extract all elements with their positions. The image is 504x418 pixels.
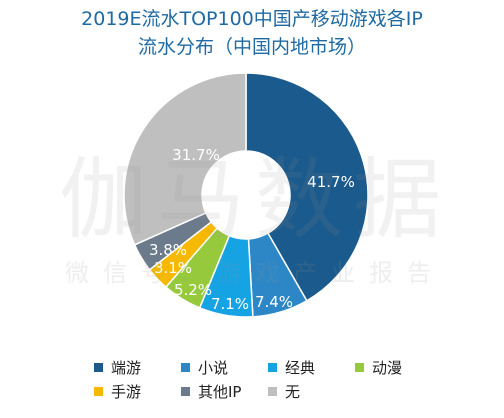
watermark-sub: 微信号：游戏产业报告: [65, 259, 445, 287]
legend-swatch: [268, 386, 277, 396]
legend-swatch: [94, 386, 103, 396]
legend-item-其他IP: 其他IP: [181, 380, 241, 402]
slice-label-动漫: 5.2%: [174, 281, 212, 299]
legend-swatch: [268, 362, 277, 372]
legend-label: 手游: [111, 382, 142, 401]
legend-item-无: 无: [268, 380, 300, 402]
slice-label-端游: 41.7%: [307, 173, 355, 191]
legend-label: 经典: [285, 358, 316, 377]
slice-label-其他IP: 3.8%: [149, 241, 187, 259]
chart-title-line2: 流水分布（中国内地市场）: [137, 36, 366, 58]
slice-label-手游: 3.1%: [154, 259, 192, 277]
slice-label-小说: 7.4%: [255, 293, 293, 311]
donut-chart: 41.7% 7.4% 7.1%5.2% 3.1%3.8% 31.7%: [123, 72, 369, 318]
chart-title-line1: 2019E流水TOP100中国产移动游戏各IP: [81, 8, 423, 30]
chart-legend: 端游 小说 经典 动漫手游 其他IP 无: [0, 356, 504, 416]
slice-label-无: 31.7%: [172, 146, 220, 164]
watermark-main: 伽马数据: [58, 148, 451, 251]
legend-item-手游: 手游: [94, 380, 141, 402]
legend-label: 其他IP: [198, 382, 242, 401]
legend-item-小说: 小说: [181, 356, 228, 378]
legend-item-动漫: 动漫: [355, 356, 402, 378]
legend-item-经典: 经典: [268, 356, 315, 378]
legend-label: 无: [285, 382, 301, 401]
slice-label-经典: 7.1%: [211, 295, 249, 313]
legend-swatch: [94, 362, 103, 372]
slice-无: [123, 72, 247, 246]
legend-swatch: [355, 362, 364, 372]
slice-端游: [245, 72, 369, 302]
legend-item-端游: 端游: [94, 356, 141, 378]
legend-label: 端游: [111, 358, 142, 377]
legend-label: 小说: [198, 358, 229, 377]
legend-swatch: [181, 362, 190, 372]
legend-swatch: [181, 386, 190, 396]
legend-label: 动漫: [372, 358, 403, 377]
